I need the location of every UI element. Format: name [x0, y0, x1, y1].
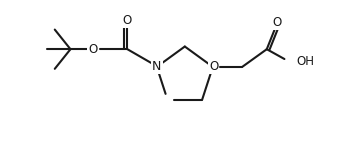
- Text: O: O: [209, 60, 218, 73]
- Text: O: O: [123, 14, 132, 27]
- Text: O: O: [89, 43, 98, 56]
- Text: O: O: [272, 16, 281, 29]
- Text: N: N: [152, 60, 161, 73]
- Text: OH: OH: [296, 56, 314, 69]
